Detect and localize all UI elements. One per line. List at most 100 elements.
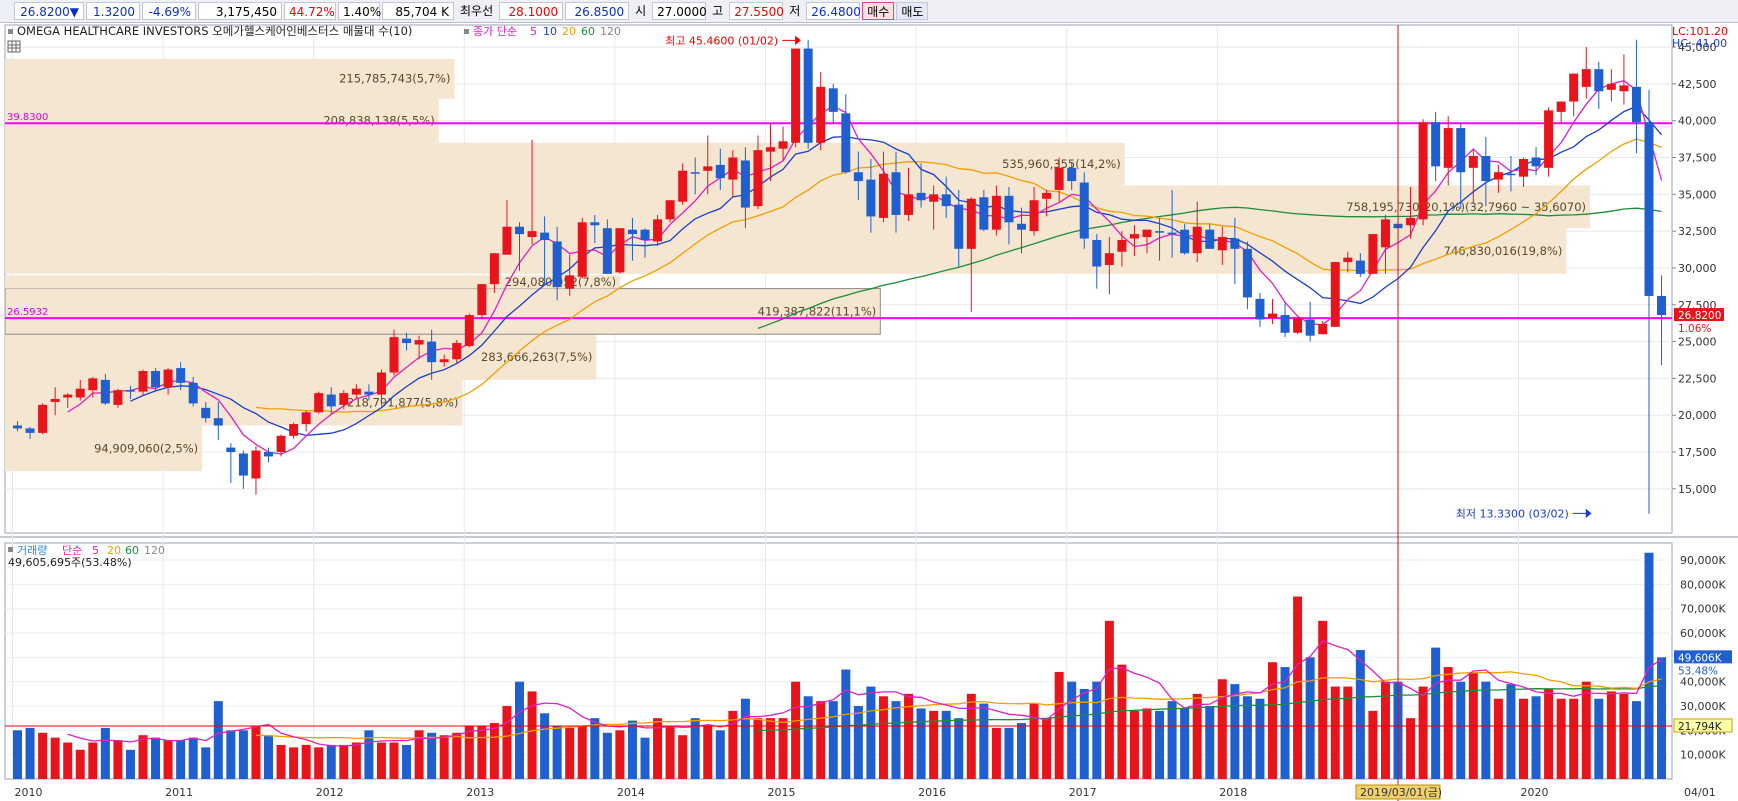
table-icon[interactable] [7, 40, 21, 53]
volume-bar [678, 735, 688, 779]
volume-bar [1017, 723, 1026, 779]
volume-bar [1079, 688, 1089, 779]
volume-bar [1368, 710, 1378, 779]
volume-legend-handle-icon[interactable] [8, 547, 13, 552]
low-annotation: 최저 13.3300 (03/02) [1456, 507, 1569, 520]
high-arrow-icon [782, 35, 801, 45]
time-tick-label: 2013 [466, 786, 494, 799]
volume-bar [1343, 686, 1353, 779]
candle-body [264, 452, 273, 457]
price-tick-label: 22,500 [1678, 372, 1717, 385]
volume-bar [1280, 667, 1290, 779]
volume-bar [1506, 684, 1516, 779]
candle-body [653, 219, 663, 242]
reference-lines: 39.8300 26.5932 [5, 112, 1672, 320]
volume-bar [1293, 596, 1303, 779]
volume-bar [1481, 681, 1491, 779]
lower-reference-label: 26.5932 [7, 307, 48, 318]
ma60-legend: 60 [581, 25, 595, 38]
volume-bar [816, 701, 826, 779]
volume-bar [289, 747, 299, 779]
ma60-line [757, 206, 1662, 330]
volume-bar [728, 710, 738, 779]
candle-body [904, 194, 914, 215]
volume-bar [201, 747, 211, 779]
volume-bar [766, 718, 775, 779]
current-volume-pct: 53.48% [1678, 665, 1718, 677]
candle-body [1468, 156, 1478, 168]
candle-body [866, 179, 876, 217]
candle-body [1619, 85, 1629, 92]
candle-body [1004, 195, 1014, 223]
time-tick-label: 2014 [617, 786, 645, 799]
candle-body [351, 388, 361, 395]
price-tick-label: 32,500 [1678, 225, 1717, 238]
volume-bar [389, 742, 399, 779]
candle-body [1519, 158, 1528, 177]
volume-bar [163, 740, 173, 779]
volume-profile-band [5, 185, 1590, 229]
candle-body [75, 388, 85, 398]
candle-body [13, 425, 22, 429]
candle-body [38, 404, 48, 433]
time-tick-label: 2018 [1219, 786, 1247, 799]
candle-body [753, 150, 763, 207]
volume-bar [515, 681, 524, 779]
candle-body [314, 393, 324, 413]
volume-profile-label: 535,960,355(14,2%) [1002, 157, 1121, 171]
volume-bar [1004, 727, 1014, 779]
candle-body [565, 275, 575, 289]
time-tick-label: 2012 [316, 786, 344, 799]
sell-button[interactable]: 매도 [896, 2, 929, 20]
volume-bar [527, 691, 537, 779]
price-tick-label: 40,000 [1678, 115, 1717, 128]
upper-reference-label: 39.8300 [7, 112, 48, 123]
volume-bar [690, 718, 700, 779]
candle-body [966, 198, 976, 249]
candle-body [1067, 167, 1077, 182]
candle-body [1368, 234, 1378, 274]
open-value: 27.0000 [652, 2, 707, 20]
low-arrow-icon [1572, 509, 1592, 518]
candle-body [1581, 69, 1591, 87]
panel-handle-icon[interactable] [8, 29, 13, 34]
volume-bar [1569, 698, 1579, 779]
volume-ma-label-b: 단순 [62, 544, 82, 557]
volume-profile-label: 283,666,263(7,5%) [481, 350, 592, 364]
ma20-legend: 20 [562, 25, 576, 38]
volume-bar [1431, 647, 1441, 779]
volume-bar [1380, 681, 1390, 779]
candle-body [740, 160, 750, 208]
volume-bar [653, 718, 663, 779]
buy-button[interactable]: 매수 [862, 2, 895, 20]
candle-body [766, 147, 775, 152]
candle-body [1644, 122, 1654, 296]
time-tick-label: 04/01 [1684, 786, 1716, 799]
volume-bar [1606, 691, 1616, 779]
ma-legend-handle-icon[interactable] [464, 29, 469, 34]
volume-bar [1556, 698, 1566, 779]
volume-bar [364, 730, 374, 779]
candle-body [540, 232, 550, 240]
candle-body [615, 228, 625, 273]
time-tick-label: 2015 [768, 786, 796, 799]
candle-body [841, 113, 851, 173]
candle-body [1230, 238, 1240, 249]
volume-profile-band [5, 228, 1567, 274]
candles [13, 39, 1667, 514]
current-price: 26.8200▼ [14, 2, 84, 20]
lc-label: LC:101.20 [1672, 25, 1728, 38]
candle-body [853, 172, 863, 182]
candle-body [125, 390, 135, 392]
volume-bar [75, 749, 85, 779]
volume-bar [916, 708, 926, 779]
price-tick-label: 17,500 [1678, 446, 1717, 459]
volume-bar [464, 725, 474, 779]
candle-body [63, 394, 73, 398]
candle-body [188, 382, 198, 404]
candle-body [929, 194, 939, 202]
volume-profile-band [5, 58, 455, 99]
volume-bar [1456, 681, 1466, 779]
volume-tick-label: 90,000K [1680, 554, 1726, 567]
candle-body [1268, 313, 1277, 319]
